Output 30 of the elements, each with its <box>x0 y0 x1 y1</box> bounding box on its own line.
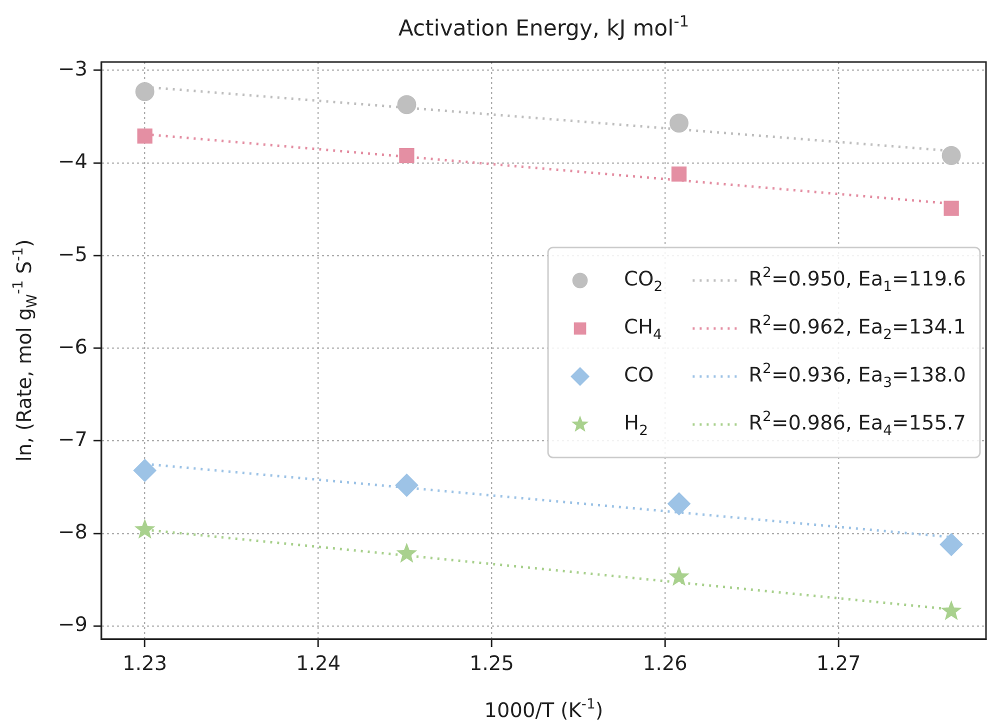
y-tick-label: −7 <box>58 427 88 452</box>
y-axis-title: ln, (Rate, mol gW-1 S-1) <box>10 239 41 462</box>
point <box>942 146 961 166</box>
point <box>671 166 687 182</box>
y-tick-label: −8 <box>58 520 88 544</box>
y-tick-label: −9 <box>58 612 88 636</box>
y-tick-label: −5 <box>58 242 88 266</box>
x-tick-label: 1.26 <box>642 651 688 676</box>
point <box>399 148 414 164</box>
x-tick-label: 1.27 <box>816 651 861 676</box>
point <box>137 128 152 144</box>
x-tick-label: 1.23 <box>122 651 168 676</box>
y-tick-label: −6 <box>58 334 88 358</box>
y-tick-label: −3 <box>58 56 88 81</box>
point <box>944 200 959 216</box>
point <box>668 492 691 516</box>
x-tick-label: 1.25 <box>469 651 514 676</box>
y-tick-label: −4 <box>58 149 88 174</box>
legend-label: CO <box>624 362 654 387</box>
x-tick-label: 1.24 <box>296 651 341 676</box>
point <box>133 458 156 482</box>
point <box>397 95 416 114</box>
point <box>940 600 962 620</box>
point <box>940 533 963 556</box>
point <box>668 566 690 586</box>
point <box>396 542 418 563</box>
point <box>134 518 156 539</box>
point <box>395 474 418 497</box>
point <box>670 114 689 133</box>
point <box>135 82 154 102</box>
